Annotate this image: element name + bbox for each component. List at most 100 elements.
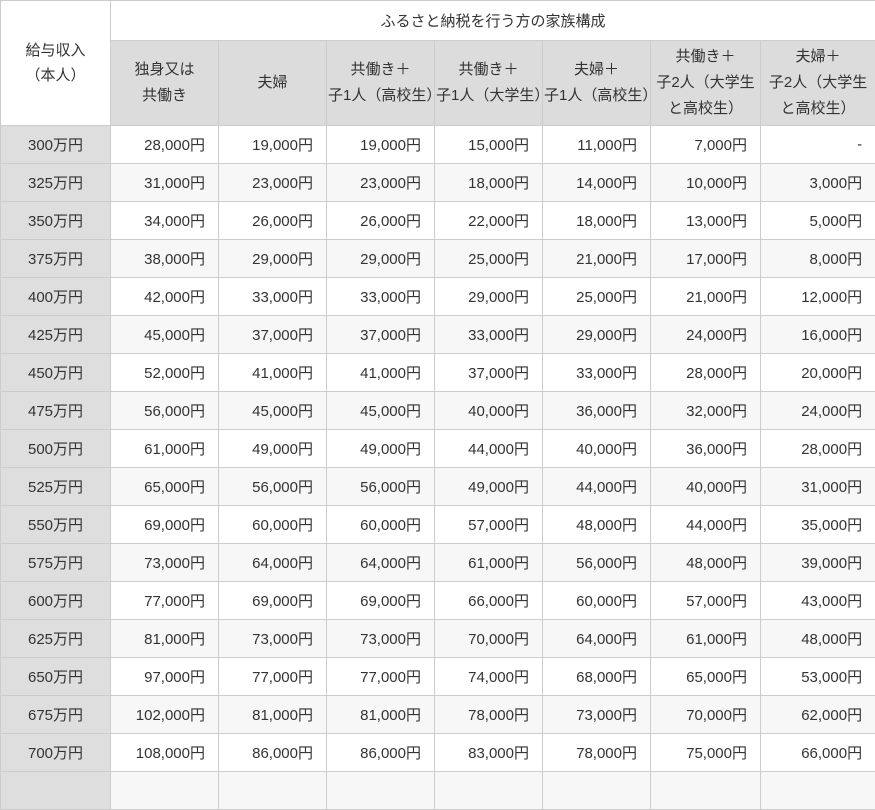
- amount-cell: 66,000円: [435, 582, 543, 620]
- income-row-header: 700万円: [1, 734, 111, 772]
- column-header-2: 夫婦: [219, 41, 327, 126]
- amount-cell: 29,000円: [543, 316, 651, 354]
- amount-cell: 81,000円: [111, 620, 219, 658]
- amount-cell: 86,000円: [327, 734, 435, 772]
- amount-cell: 70,000円: [651, 696, 761, 734]
- amount-cell: 42,000円: [111, 278, 219, 316]
- amount-cell: 43,000円: [761, 582, 875, 620]
- amount-cell: 40,000円: [651, 468, 761, 506]
- column-header-5: 夫婦＋子1人（高校生）: [543, 41, 651, 126]
- amount-cell: 34,000円: [111, 202, 219, 240]
- amount-cell: 28,000円: [761, 430, 875, 468]
- amount-cell: 24,000円: [761, 392, 875, 430]
- amount-cell: 61,000円: [435, 544, 543, 582]
- amount-cell: 36,000円: [543, 392, 651, 430]
- amount-cell: 45,000円: [111, 316, 219, 354]
- amount-cell: 5,000円: [761, 202, 875, 240]
- amount-cell: 45,000円: [327, 392, 435, 430]
- amount-cell: 108,000円: [111, 734, 219, 772]
- amount-cell: 7,000円: [651, 126, 761, 164]
- amount-cell: [543, 772, 651, 810]
- amount-cell: 56,000円: [111, 392, 219, 430]
- column-header-7: 夫婦＋子2人（大学生と高校生）: [761, 41, 875, 126]
- amount-cell: 56,000円: [219, 468, 327, 506]
- amount-cell: [435, 772, 543, 810]
- income-row-header: 525万円: [1, 468, 111, 506]
- amount-cell: 45,000円: [219, 392, 327, 430]
- amount-cell: 10,000円: [651, 164, 761, 202]
- column-header-6: 共働き＋子2人（大学生と高校生）: [651, 41, 761, 126]
- amount-cell: 44,000円: [435, 430, 543, 468]
- amount-cell: [651, 772, 761, 810]
- amount-cell: 83,000円: [435, 734, 543, 772]
- income-row-header: 550万円: [1, 506, 111, 544]
- amount-cell: 73,000円: [219, 620, 327, 658]
- amount-cell: 21,000円: [543, 240, 651, 278]
- amount-cell: 64,000円: [219, 544, 327, 582]
- amount-cell: 56,000円: [327, 468, 435, 506]
- group-header-row: 給与収入 （本人） ふるさと納税を行う方の家族構成: [1, 1, 875, 41]
- amount-cell: 70,000円: [435, 620, 543, 658]
- income-row-header: 475万円: [1, 392, 111, 430]
- amount-cell: 35,000円: [761, 506, 875, 544]
- amount-cell: -: [761, 126, 875, 164]
- amount-cell: 44,000円: [543, 468, 651, 506]
- amount-cell: 62,000円: [761, 696, 875, 734]
- amount-cell: [219, 772, 327, 810]
- amount-cell: 77,000円: [327, 658, 435, 696]
- amount-cell: [327, 772, 435, 810]
- income-row-header: [1, 772, 111, 810]
- amount-cell: 17,000円: [651, 240, 761, 278]
- income-row-header: 675万円: [1, 696, 111, 734]
- amount-cell: 13,000円: [651, 202, 761, 240]
- column-header-4: 共働き＋子1人（大学生）: [435, 41, 543, 126]
- amount-cell: 25,000円: [435, 240, 543, 278]
- amount-cell: 20,000円: [761, 354, 875, 392]
- amount-cell: 78,000円: [435, 696, 543, 734]
- amount-cell: 49,000円: [327, 430, 435, 468]
- income-row-header: 350万円: [1, 202, 111, 240]
- amount-cell: 28,000円: [111, 126, 219, 164]
- amount-cell: 41,000円: [327, 354, 435, 392]
- amount-cell: 78,000円: [543, 734, 651, 772]
- amount-cell: 24,000円: [651, 316, 761, 354]
- amount-cell: 64,000円: [327, 544, 435, 582]
- amount-cell: 57,000円: [435, 506, 543, 544]
- amount-cell: 75,000円: [651, 734, 761, 772]
- income-column-header: 給与収入 （本人）: [1, 1, 111, 126]
- amount-cell: 37,000円: [327, 316, 435, 354]
- amount-cell: 68,000円: [543, 658, 651, 696]
- amount-cell: 66,000円: [761, 734, 875, 772]
- amount-cell: 26,000円: [327, 202, 435, 240]
- amount-cell: 12,000円: [761, 278, 875, 316]
- amount-cell: 86,000円: [219, 734, 327, 772]
- amount-cell: 60,000円: [327, 506, 435, 544]
- amount-cell: 22,000円: [435, 202, 543, 240]
- amount-cell: 31,000円: [111, 164, 219, 202]
- amount-cell: 37,000円: [435, 354, 543, 392]
- amount-cell: 77,000円: [219, 658, 327, 696]
- amount-cell: 73,000円: [543, 696, 651, 734]
- amount-cell: 81,000円: [219, 696, 327, 734]
- amount-cell: 16,000円: [761, 316, 875, 354]
- amount-cell: 61,000円: [651, 620, 761, 658]
- amount-cell: 37,000円: [219, 316, 327, 354]
- amount-cell: 39,000円: [761, 544, 875, 582]
- amount-cell: 33,000円: [543, 354, 651, 392]
- amount-cell: 56,000円: [543, 544, 651, 582]
- amount-cell: 33,000円: [219, 278, 327, 316]
- amount-cell: 21,000円: [651, 278, 761, 316]
- income-column-header-line1: 給与収入: [2, 38, 109, 64]
- amount-cell: 40,000円: [435, 392, 543, 430]
